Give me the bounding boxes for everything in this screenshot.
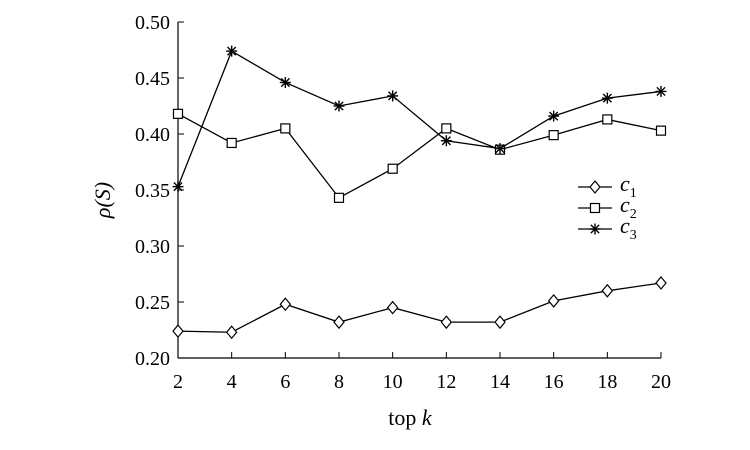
axes: 0.20 0.25 0.30 0.35 0.40 0.45 0.50 2 4 6 8 10 12 14 16… (135, 12, 671, 393)
data-point-c3 (494, 143, 506, 155)
y-tick-label: 0.50 (135, 12, 170, 34)
x-tick-label: 8 (334, 371, 344, 393)
data-point-c3 (655, 85, 667, 97)
series-line-c2 (177, 113, 662, 199)
data-point-c2 (441, 123, 452, 134)
data-point-c1 (279, 297, 292, 312)
x-tick-label: 16 (544, 371, 564, 393)
y-tick-label: 0.40 (135, 124, 170, 146)
x-tick-label: 6 (280, 371, 290, 393)
y-tick-label: 0.45 (135, 68, 170, 90)
data-point-c2 (333, 192, 345, 203)
y-tick-label: 0.25 (135, 292, 170, 314)
data-point-c3 (226, 45, 238, 57)
series-layer (172, 45, 667, 340)
data-point-c1 (547, 293, 560, 308)
y-axis-label: ρ(S) (90, 182, 115, 219)
data-point-c3 (601, 92, 613, 104)
legend-item-c3: c3 (578, 213, 637, 243)
data-point-c1 (333, 315, 345, 330)
data-point-c1 (494, 315, 506, 330)
data-point-c1 (655, 276, 667, 290)
legend-item-c2: c2 (578, 192, 637, 222)
series-c1 (172, 276, 667, 340)
data-point-c2 (226, 137, 237, 149)
data-point-c3 (387, 90, 399, 102)
x-tick-label: 14 (490, 371, 510, 393)
x-tick-label: 10 (383, 371, 403, 393)
data-point-c3 (548, 110, 560, 122)
data-point-c1 (386, 300, 399, 315)
y-tick-label: 0.20 (135, 348, 170, 370)
data-point-c2 (602, 114, 613, 125)
x-tick-label: 2 (173, 371, 183, 393)
data-point-c2 (548, 130, 559, 141)
data-point-c1 (601, 283, 614, 298)
legend-marker (589, 223, 601, 235)
y-tick-label: 0.35 (135, 180, 170, 202)
data-point-c1 (440, 315, 453, 330)
x-tick-label: 20 (651, 371, 671, 393)
data-point-c2 (387, 163, 398, 174)
data-point-c1 (172, 324, 184, 339)
data-point-c1 (225, 325, 238, 340)
series-line-c3 (177, 50, 662, 187)
data-point-c3 (279, 76, 291, 88)
x-tick-label: 4 (227, 371, 237, 393)
legend-label: c2 (620, 192, 637, 222)
legend-marker (589, 180, 601, 194)
x-axis-label: top k (388, 405, 433, 430)
data-point-c3 (333, 100, 345, 112)
data-point-c3 (172, 181, 184, 193)
data-point-c2 (280, 123, 291, 134)
x-tick-label: 12 (436, 371, 456, 393)
y-tick-label: 0.30 (135, 236, 170, 258)
data-point-c2 (172, 108, 184, 119)
legend-item-c1: c1 (578, 171, 637, 201)
series-line-c1 (177, 282, 662, 333)
data-point-c2 (655, 125, 667, 136)
x-tick-label: 18 (597, 371, 617, 393)
data-point-c3 (440, 135, 452, 147)
legend-label: c1 (620, 171, 637, 201)
legend-label: c3 (620, 213, 637, 243)
series-c3 (172, 45, 667, 193)
legend-marker (589, 202, 601, 214)
